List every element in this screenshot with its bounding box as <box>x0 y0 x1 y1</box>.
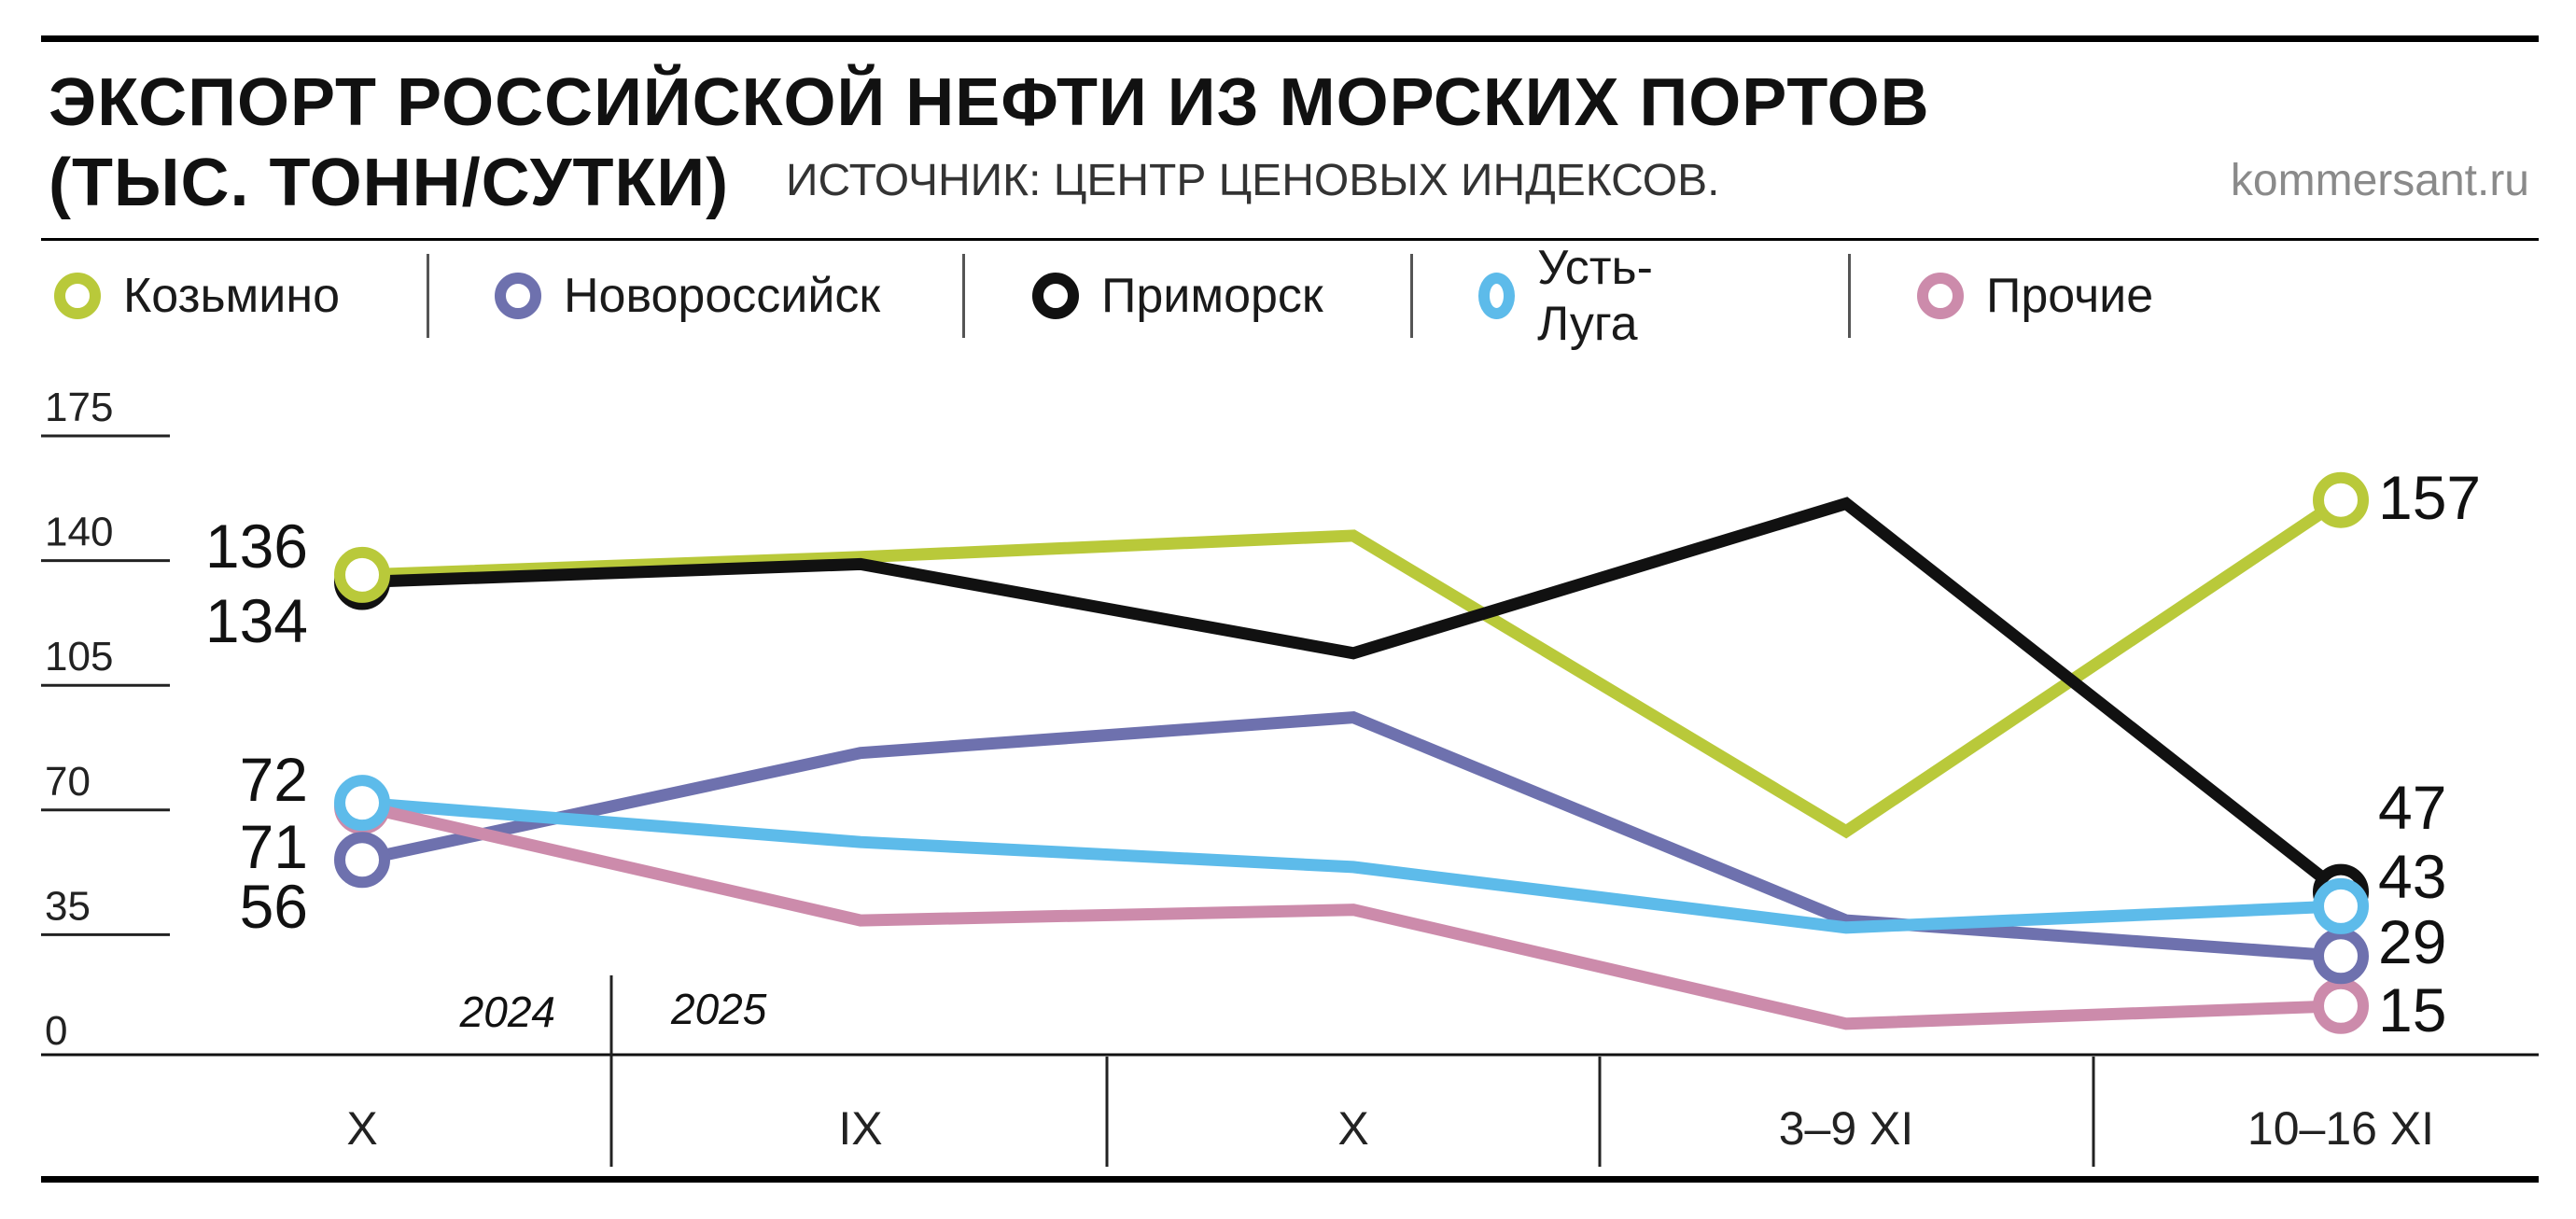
data-value-label: 56 <box>240 872 308 941</box>
data-value-label: 72 <box>240 745 308 814</box>
x-tick-label: 3–9 XI <box>1779 1102 1914 1155</box>
legend-item-kozmino: Козьмино <box>54 254 340 338</box>
x-tick-label: 10–16 XI <box>2247 1102 2434 1155</box>
data-value-label: 71 <box>240 812 308 881</box>
legend-label: Приморск <box>1101 269 1323 323</box>
y-tick-label: 0 <box>45 1008 67 1054</box>
data-point-marker <box>2313 471 2369 528</box>
data-value-label: 15 <box>2378 975 2446 1044</box>
header-rule <box>41 238 2539 241</box>
legend-item-primorsk: Приморск <box>1032 254 1323 338</box>
top-rule <box>41 35 2539 42</box>
legend-label: Козьмино <box>123 269 340 323</box>
x-tick-label: X <box>1337 1102 1368 1155</box>
y-tick-label: 140 <box>45 510 113 555</box>
legend-marker-kozmino <box>54 273 101 319</box>
data-point-marker <box>2313 977 2369 1034</box>
data-point-marker <box>334 832 390 889</box>
legend-item-other: Прочие <box>1917 254 2153 338</box>
year-label: 2024 <box>459 988 555 1036</box>
y-tick-label: 70 <box>45 759 91 805</box>
legend-divider <box>1410 254 1413 338</box>
y-tick-label: 35 <box>45 883 91 929</box>
legend-item-novorossiysk: Новороссийск <box>495 254 880 338</box>
legend-divider <box>962 254 965 338</box>
legend-label: Усть-Луга <box>1537 241 1653 351</box>
series-line <box>361 495 2345 839</box>
legend-divider <box>427 254 429 338</box>
data-point-marker <box>2313 877 2369 934</box>
legend-marker-other <box>1917 273 1964 319</box>
legend-label: Прочие <box>1986 269 2154 323</box>
x-tick-label: IX <box>838 1102 882 1155</box>
series-line <box>361 796 2342 934</box>
x-tick-label: X <box>346 1102 377 1155</box>
legend-label: Новороссийск <box>564 269 881 323</box>
legend-divider <box>1848 254 1851 338</box>
legend-item-ust-luga: Усть-Луга <box>1478 241 1663 351</box>
site-credit: kommersant.ru <box>2230 156 2529 205</box>
data-value-label: 47 <box>2378 773 2446 842</box>
source-note: ИСТОЧНИК: ЦЕНТР ЦЕНОВЫХ ИНДЕКСОВ. <box>786 156 1720 205</box>
series-line <box>360 800 2342 1030</box>
series-line <box>360 711 2342 962</box>
year-label: 2025 <box>670 985 767 1033</box>
chart-title-units: (ТЫС. ТОНН/СУТКИ) <box>49 146 730 220</box>
y-tick-label: 175 <box>45 385 113 430</box>
chart-title: ЭКСПОРТ РОССИЙСКОЙ НЕФТИ ИЗ МОРСКИХ ПОРТ… <box>49 65 1930 140</box>
data-value-label: 43 <box>2378 842 2446 911</box>
data-value-label: 157 <box>2378 463 2481 532</box>
data-point-marker <box>334 546 390 603</box>
data-value-label: 29 <box>2378 907 2446 976</box>
data-point-marker <box>2313 928 2369 985</box>
y-tick-label: 105 <box>45 634 113 680</box>
data-value-label: 136 <box>205 511 308 581</box>
bottom-rule <box>41 1176 2539 1183</box>
data-value-label: 134 <box>205 586 308 655</box>
data-point-marker <box>334 775 390 832</box>
legend-marker-ust-luga <box>1478 273 1516 319</box>
series-line <box>361 497 2345 897</box>
